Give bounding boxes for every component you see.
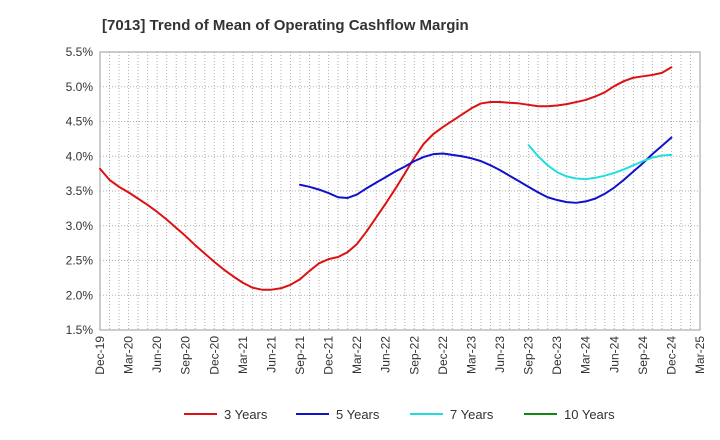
x-tick-label: Mar-20 xyxy=(122,336,136,374)
series-line-7-years xyxy=(527,144,673,181)
y-tick-label: 5.0% xyxy=(66,80,94,94)
chart-title: [7013] Trend of Mean of Operating Cashfl… xyxy=(102,17,469,34)
series-lines xyxy=(99,66,673,291)
x-tick-label: Sep-24 xyxy=(636,336,650,375)
y-axis: 1.5% 2.0% 2.5% 3.0% 3.5% 4.0% 4.5% 5.0% 5.5% xyxy=(66,45,94,337)
x-tick-label: Jun-24 xyxy=(607,336,621,373)
x-tick-label: Dec-23 xyxy=(550,336,564,375)
y-tick-label: 3.5% xyxy=(66,184,94,198)
x-tick-label: Sep-20 xyxy=(179,336,193,375)
y-tick-label: 3.0% xyxy=(66,219,94,233)
x-tick-label: Mar-23 xyxy=(464,336,478,374)
y-tick-label: 5.5% xyxy=(66,45,94,59)
y-tick-label: 1.5% xyxy=(66,323,94,337)
x-tick-label: Mar-22 xyxy=(350,336,364,374)
y-tick-label: 2.5% xyxy=(66,254,94,268)
x-tick-label: Mar-24 xyxy=(579,336,593,374)
x-tick-label: Dec-22 xyxy=(436,336,450,375)
x-tick-label: Jun-20 xyxy=(150,336,164,373)
legend-label: 7 Years xyxy=(450,407,494,422)
y-tick-label: 2.0% xyxy=(66,288,94,302)
x-tick-label: Dec-21 xyxy=(322,336,336,375)
x-tick-label: Jun-21 xyxy=(264,336,278,373)
legend: 3 Years 5 Years 7 Years 10 Years xyxy=(184,407,615,422)
series-line-5-years xyxy=(299,136,673,204)
x-tick-label: Mar-25 xyxy=(693,336,707,374)
grid xyxy=(100,52,700,330)
x-tick-label: Dec-19 xyxy=(93,336,107,375)
x-tick-label: Jun-23 xyxy=(493,336,507,373)
x-tick-label: Sep-23 xyxy=(522,336,536,375)
x-tick-label: Mar-21 xyxy=(236,336,250,374)
x-axis: Dec-19 Mar-20 Jun-20 Sep-20 Dec-20 Mar-21 Jun-… xyxy=(93,336,707,375)
legend-label: 3 Years xyxy=(224,407,268,422)
legend-label: 10 Years xyxy=(564,407,615,422)
series-line-3-years xyxy=(99,66,673,291)
y-tick-label: 4.5% xyxy=(66,115,94,129)
x-tick-label: Dec-24 xyxy=(664,336,678,375)
legend-label: 5 Years xyxy=(336,407,380,422)
x-tick-label: Sep-22 xyxy=(407,336,421,375)
x-tick-label: Dec-20 xyxy=(207,336,221,375)
x-tick-label: Jun-22 xyxy=(379,336,393,373)
y-tick-label: 4.0% xyxy=(66,149,94,163)
x-tick-label: Sep-21 xyxy=(293,336,307,375)
